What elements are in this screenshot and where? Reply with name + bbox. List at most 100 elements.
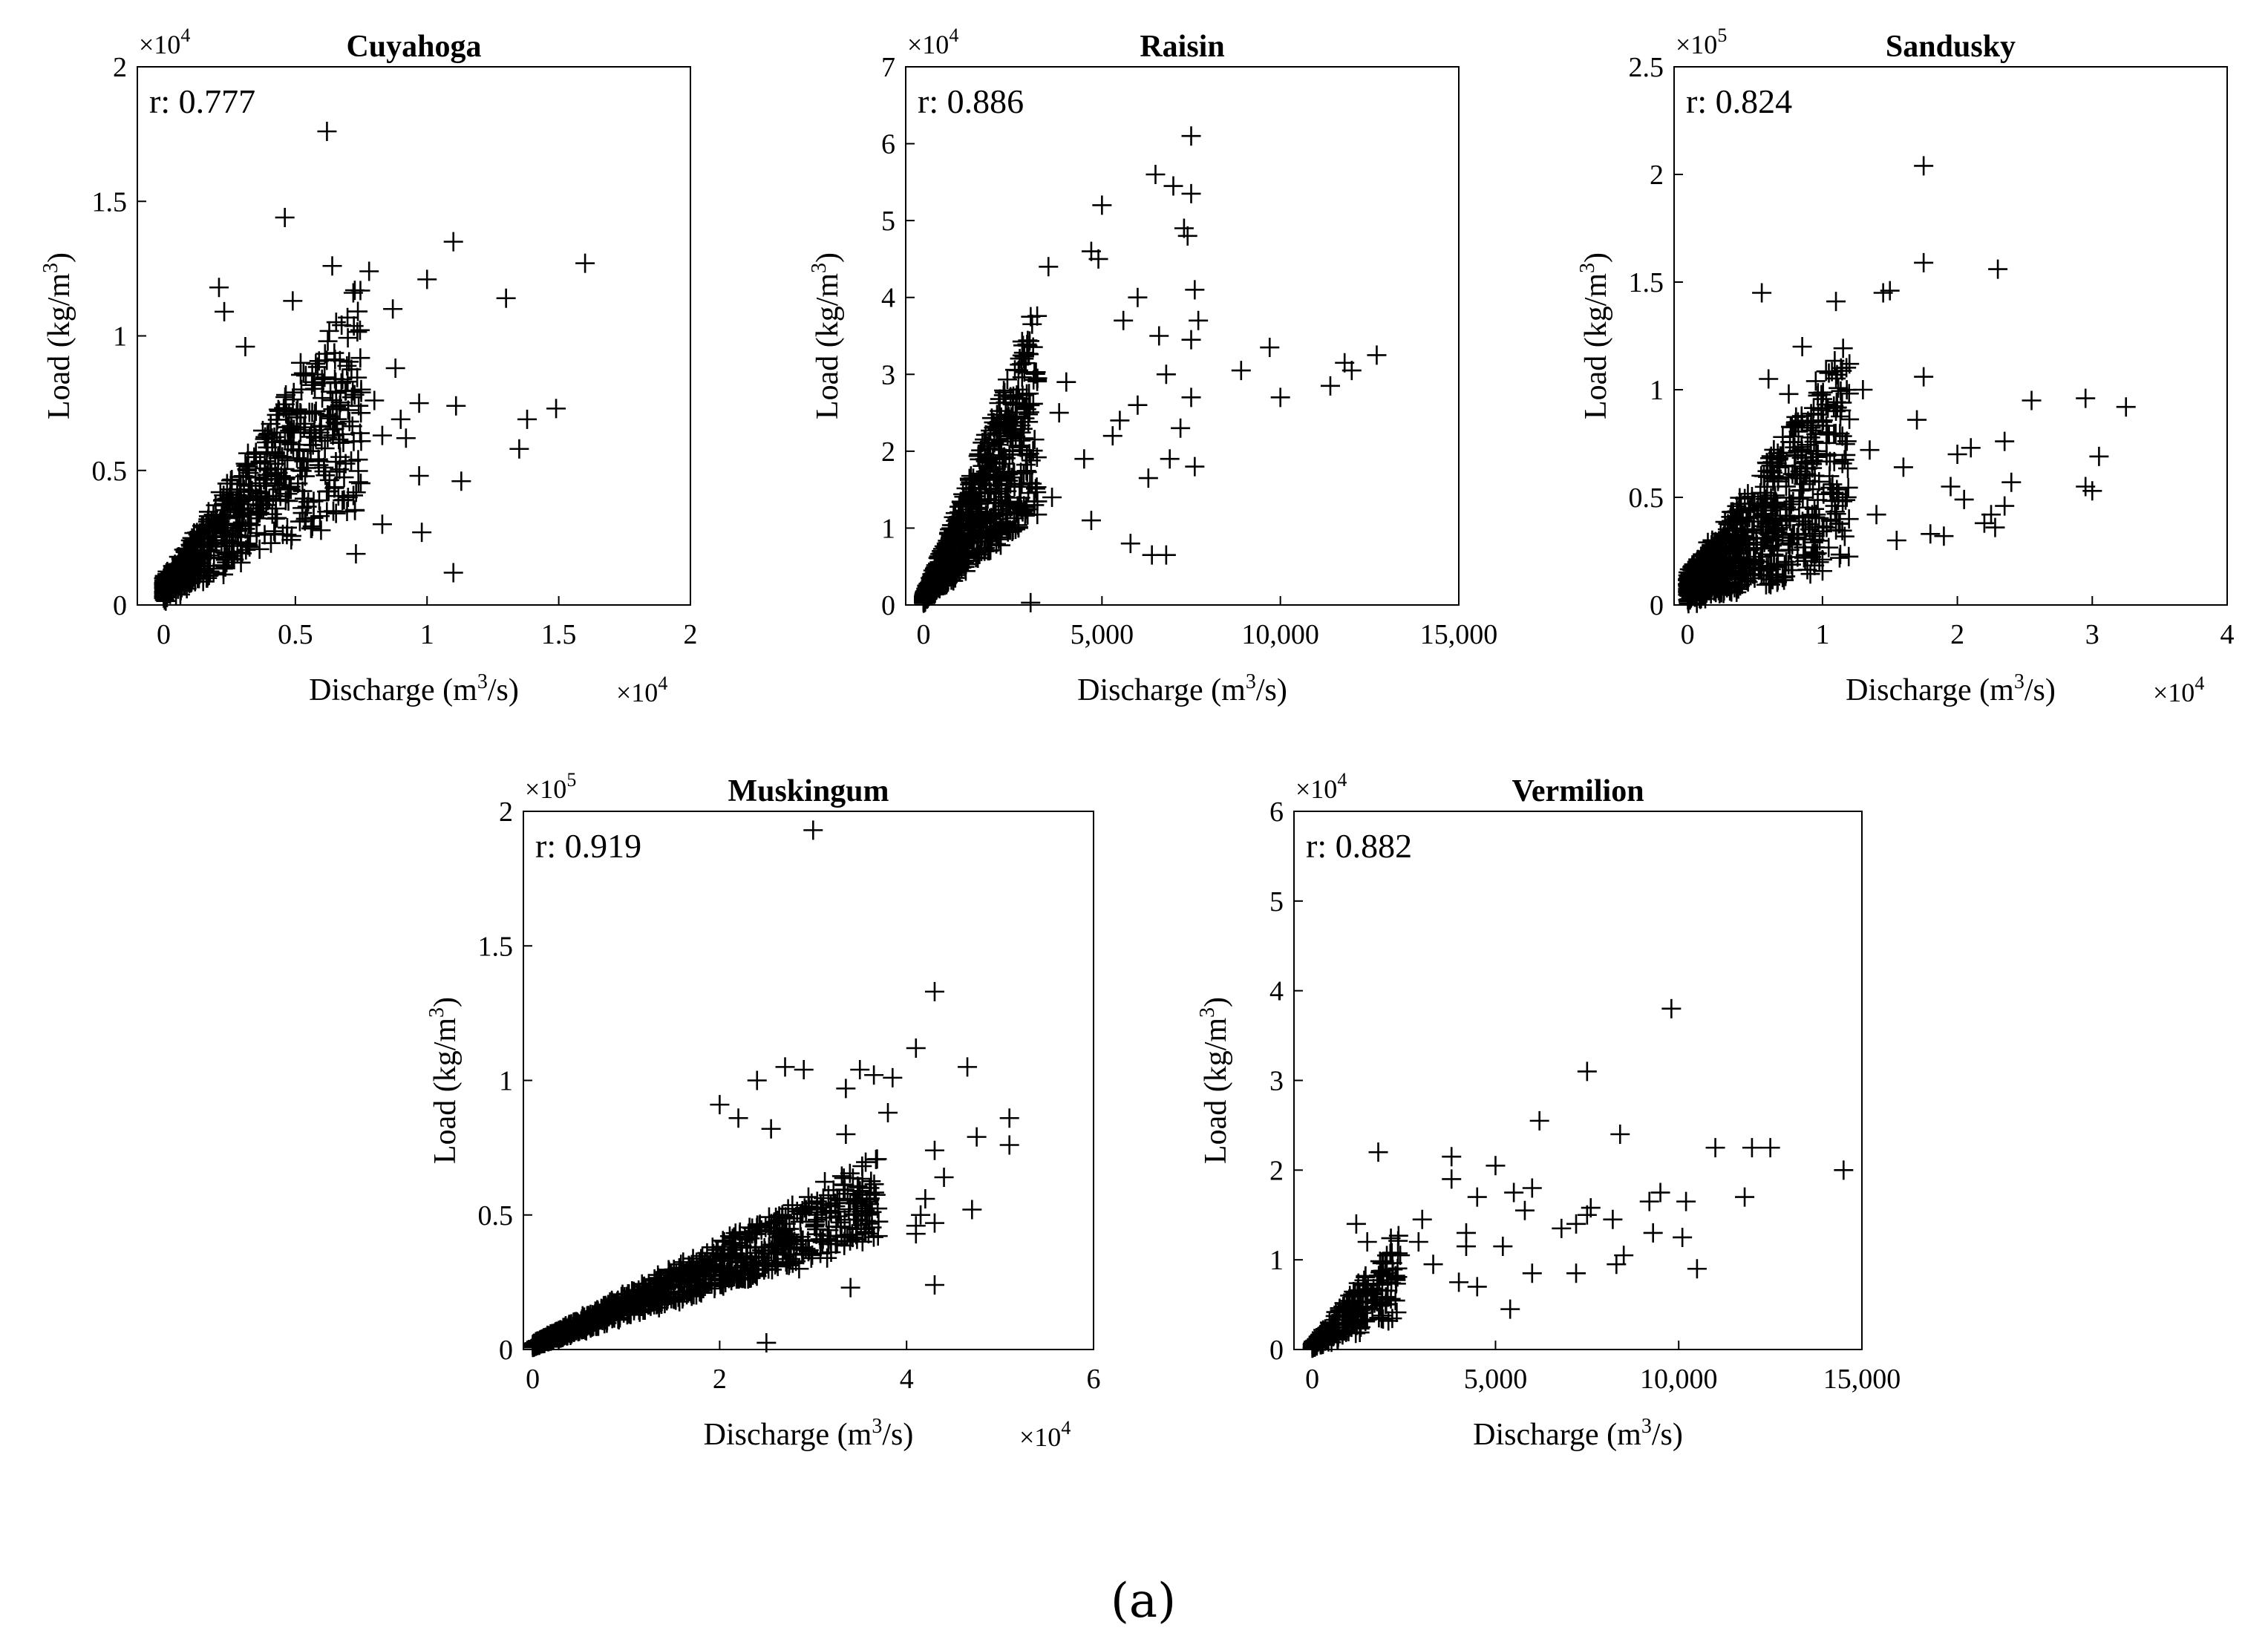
x-tick-label: 5,000 <box>1464 1364 1528 1395</box>
y-tick-label: 2 <box>113 52 127 83</box>
data-point <box>1049 403 1069 423</box>
data-point <box>316 465 336 485</box>
data-point <box>2116 397 2136 417</box>
data-point <box>1357 1232 1377 1252</box>
data-point <box>924 1213 944 1233</box>
data-point <box>1736 508 1756 528</box>
data-point <box>287 448 307 468</box>
data-point <box>1716 576 1736 596</box>
data-point <box>1566 1214 1586 1234</box>
data-point <box>1171 418 1191 438</box>
data-point <box>867 1149 887 1169</box>
data-point <box>934 544 954 564</box>
data-point <box>304 491 324 511</box>
data-point <box>241 515 261 535</box>
data-point <box>1310 1327 1330 1347</box>
data-point <box>1728 579 1748 599</box>
data-point <box>1707 546 1727 566</box>
data-point <box>953 484 973 504</box>
data-point <box>1832 454 1852 474</box>
y-tick-label: 0 <box>1269 1335 1284 1366</box>
data-point <box>1156 364 1176 385</box>
data-point <box>258 460 278 480</box>
x-axis-label: Discharge (m3/s) <box>1077 670 1287 707</box>
data-point <box>249 539 269 559</box>
data-point <box>315 367 335 387</box>
data-point <box>1752 496 1772 516</box>
data-point <box>262 504 282 524</box>
data-point <box>848 1176 868 1196</box>
data-point <box>784 1208 804 1229</box>
data-point <box>293 363 313 383</box>
data-point <box>1160 449 1180 469</box>
data-point <box>343 283 363 303</box>
y-tick-label: 1.5 <box>478 931 514 962</box>
correlation-annotation: r: 0.886 <box>918 82 1024 120</box>
data-point <box>2089 446 2109 466</box>
scatter-points <box>1302 998 1854 1358</box>
data-point <box>306 401 326 421</box>
data-point <box>985 462 1005 482</box>
data-point <box>446 396 466 416</box>
data-point <box>1784 426 1804 446</box>
data-point <box>915 586 935 606</box>
y-tick-label: 6 <box>881 129 895 160</box>
data-point <box>338 488 358 507</box>
data-point <box>372 425 392 445</box>
data-point <box>770 1224 790 1244</box>
data-point <box>1804 398 1824 418</box>
data-point <box>748 1215 768 1235</box>
data-point <box>1320 376 1340 396</box>
data-point <box>807 1200 827 1220</box>
y-tick-label: 0.5 <box>478 1200 514 1231</box>
data-point <box>1020 395 1040 415</box>
y-tick-label: 1 <box>1269 1245 1284 1276</box>
x-axis-multiplier: ×104 <box>616 673 667 707</box>
data-point <box>350 474 370 494</box>
data-point <box>1163 176 1183 196</box>
figure-caption: (a) <box>1111 1574 1176 1629</box>
y-axis-label: Load (kg/m3) <box>425 997 463 1164</box>
data-point <box>1760 1138 1780 1158</box>
data-point <box>1356 1267 1376 1287</box>
data-point <box>317 482 337 502</box>
data-point <box>1686 563 1706 583</box>
correlation-annotation: r: 0.824 <box>1686 82 1792 120</box>
y-tick-label: 1.5 <box>92 186 128 217</box>
data-point <box>1921 524 1941 544</box>
x-tick-label: 2 <box>713 1364 727 1395</box>
data-point <box>1056 372 1076 392</box>
data-point <box>1761 556 1781 576</box>
data-point <box>295 365 316 385</box>
data-point <box>792 1240 812 1260</box>
data-point <box>575 253 595 273</box>
data-point <box>597 1313 617 1333</box>
y-tick-label: 2 <box>1269 1155 1284 1186</box>
data-point <box>1149 326 1169 346</box>
data-point <box>1270 387 1290 408</box>
data-point <box>701 1254 721 1274</box>
x-tick-label: 15,000 <box>1823 1364 1901 1395</box>
data-point <box>1039 257 1059 277</box>
data-point <box>773 1206 793 1226</box>
data-point <box>751 1220 771 1240</box>
data-point <box>856 1152 876 1172</box>
data-point <box>645 1289 665 1309</box>
data-point <box>266 489 286 509</box>
data-point <box>1372 1306 1392 1326</box>
data-point <box>1449 1272 1469 1292</box>
axes-box <box>1673 66 2228 606</box>
data-point <box>322 256 342 276</box>
data-point <box>1812 412 1832 432</box>
data-point <box>1341 1318 1362 1338</box>
data-point <box>1736 534 1756 554</box>
data-point <box>1174 218 1194 238</box>
data-point <box>746 1265 766 1285</box>
data-point <box>1529 1110 1549 1131</box>
data-point <box>268 448 288 468</box>
y-tick-label: 5 <box>1269 886 1284 917</box>
data-point <box>409 393 429 413</box>
data-point <box>1831 381 1851 401</box>
data-point <box>359 261 379 281</box>
data-point <box>338 307 358 327</box>
